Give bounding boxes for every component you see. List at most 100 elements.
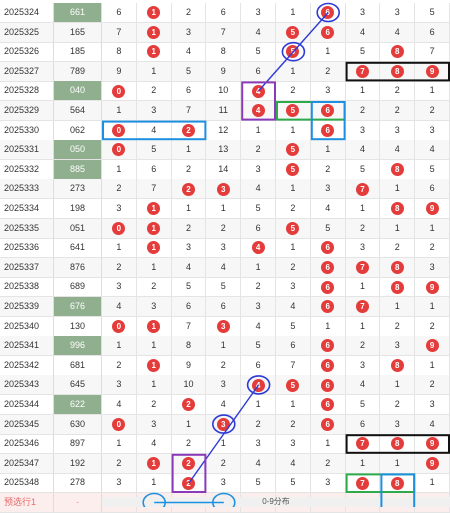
- hit-ball: 3: [216, 319, 230, 333]
- digit-cell: 3: [206, 375, 242, 395]
- digit-cell: 1: [137, 336, 172, 356]
- hit-ball: 3: [216, 182, 230, 196]
- digit-cell: 2: [102, 453, 137, 473]
- miss-count: 8: [116, 46, 122, 57]
- digit-cell: 12: [206, 120, 242, 140]
- miss-count: 2: [325, 457, 331, 468]
- digit-cell: 3: [380, 414, 416, 434]
- digit-cell: 4: [276, 453, 311, 473]
- digit-cell: 7: [206, 22, 242, 42]
- digit-cell: 1: [380, 453, 416, 473]
- digit-cell: 1: [380, 218, 416, 238]
- digit-cell: 6: [311, 22, 346, 42]
- miss-count: 2: [394, 320, 400, 331]
- hit-ball: 5: [286, 162, 300, 176]
- miss-count: 1: [290, 65, 296, 76]
- miss-count: 3: [116, 477, 122, 488]
- table-row: 2025337 876 2 1 4 4 1 2 6 7 8 3: [0, 257, 450, 278]
- digit-cell: 1: [241, 395, 276, 414]
- digit-cell: 1: [241, 120, 276, 140]
- miss-count: 4: [394, 26, 400, 37]
- digit-cell: 1: [102, 101, 137, 120]
- digit-cell: 1: [137, 316, 172, 336]
- miss-count: 2: [185, 7, 191, 17]
- digit-cell: 1: [172, 140, 207, 160]
- miss-count: 6: [151, 163, 157, 174]
- hit-ball: 4: [251, 104, 265, 118]
- miss-count: 2: [151, 85, 157, 96]
- hit-ball: 1: [147, 241, 161, 255]
- miss-count: 3: [394, 7, 400, 17]
- digit-cell: 2: [276, 414, 311, 434]
- hit-ball: 8: [390, 202, 404, 216]
- digit-cell: 2: [380, 238, 416, 258]
- draw-number-cell: 062: [54, 120, 102, 140]
- digit-cell: 3: [311, 81, 346, 101]
- miss-count: 6: [429, 26, 435, 37]
- digit-cell: 2: [172, 453, 207, 473]
- distribution-tab[interactable]: 0-9分布: [102, 497, 450, 507]
- digit-cell: 6: [311, 3, 346, 22]
- table-row: 2025339 676 4 3 6 6 3 4 6 7 1 1: [0, 297, 450, 317]
- digit-cell: 4: [102, 395, 137, 414]
- digit-cell: 5: [276, 473, 311, 493]
- digit-cell: 6: [346, 414, 381, 434]
- miss-count: 6: [255, 359, 261, 370]
- digit-cell: 7: [346, 179, 381, 199]
- miss-count: 13: [218, 144, 229, 155]
- issue-cell: 2025333: [0, 179, 54, 199]
- miss-count: 2: [325, 163, 331, 174]
- digit-cell: 1: [102, 238, 137, 258]
- hit-ball: 1: [147, 456, 161, 470]
- draw-number-cell: 689: [54, 277, 102, 297]
- miss-count: 3: [394, 124, 400, 135]
- table-row: 2025327 789 9 1 5 9 6 1 2 7 8 9: [0, 61, 450, 82]
- hit-ball: 2: [181, 456, 195, 470]
- digit-cell: 3: [380, 120, 416, 140]
- hit-ball: 6: [321, 358, 335, 372]
- digit-cell: 4: [206, 395, 242, 414]
- miss-count: 2: [290, 418, 296, 429]
- digit-cell: 5: [241, 473, 276, 493]
- digit-cell: 4: [241, 81, 276, 101]
- digit-cell: 6: [172, 81, 207, 101]
- miss-count: 2: [151, 399, 157, 409]
- miss-count: 6: [255, 222, 261, 233]
- miss-count: 3: [429, 124, 435, 135]
- miss-count: 4: [185, 46, 191, 57]
- digit-cell: 2: [206, 453, 242, 473]
- issue-cell: 2025344: [0, 395, 54, 414]
- miss-count: 3: [290, 438, 296, 449]
- digit-cell: 3: [346, 238, 381, 258]
- digit-cell: 3: [415, 120, 450, 140]
- miss-count: 5: [359, 46, 365, 57]
- miss-count: 1: [429, 85, 435, 96]
- digit-cell: 1: [241, 257, 276, 277]
- hit-ball: 8: [390, 358, 404, 372]
- digit-cell: 1: [380, 179, 416, 199]
- digit-cell: 6: [311, 414, 346, 434]
- digit-cell: 0: [102, 120, 137, 140]
- table-row: 2025330 062 0 4 2 12 1 1 6 3 3 3: [0, 120, 450, 141]
- digit-cell: 2: [276, 81, 311, 101]
- table-row: 2025331 050 0 5 1 13 2 5 1 4 4 4: [0, 140, 450, 161]
- draw-number-cell: 996: [54, 336, 102, 356]
- digit-cell: 3: [102, 375, 137, 395]
- digit-cell: 2: [102, 257, 137, 277]
- digit-cell: 3: [241, 159, 276, 179]
- digit-cell: 0: [102, 414, 137, 434]
- digit-cell: 1: [137, 453, 172, 473]
- digit-cell: 8: [380, 199, 416, 218]
- hit-ball: 0: [112, 417, 126, 431]
- digit-cell: 4: [241, 453, 276, 473]
- miss-count: 4: [116, 399, 122, 409]
- miss-count: 1: [359, 320, 365, 331]
- miss-count: 3: [325, 477, 331, 488]
- hit-ball: 6: [321, 378, 335, 392]
- digit-cell: 3: [137, 297, 172, 316]
- digit-cell: 5: [172, 277, 207, 297]
- issue-cell: 2025345: [0, 414, 54, 434]
- miss-count: 5: [151, 144, 157, 155]
- table-row: 2025335 051 0 1 2 2 6 5 5 2 1 1: [0, 218, 450, 239]
- digit-cell: 3: [346, 120, 381, 140]
